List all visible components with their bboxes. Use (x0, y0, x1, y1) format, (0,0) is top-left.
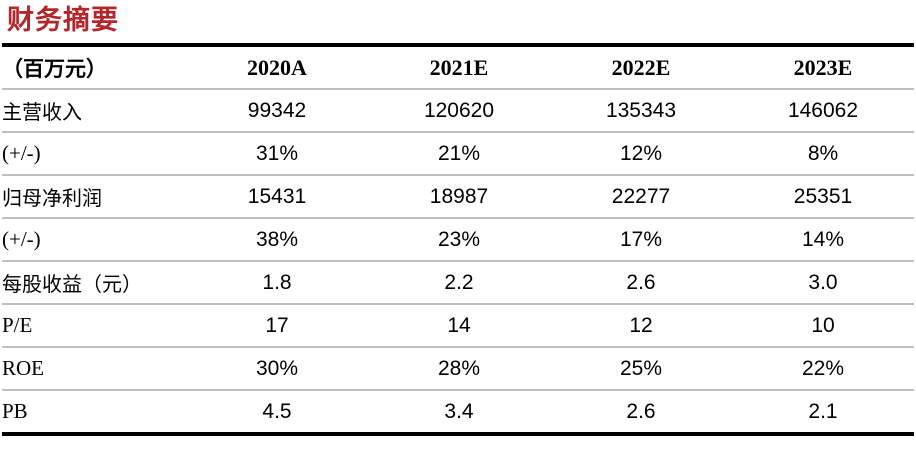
value-cell: 18987 (368, 175, 550, 219)
value-cell: 38% (186, 218, 368, 262)
value-cell: 146062 (732, 89, 914, 133)
row-label: ROE (2, 347, 186, 391)
value-cell: 3.0 (732, 261, 914, 305)
row-label: 主营收入 (2, 89, 186, 133)
column-header-2020a: 2020A (186, 45, 368, 90)
value-cell: 2.1 (808, 399, 838, 423)
row-label: 每股收益（元） (2, 261, 186, 305)
value-cell: 28% (368, 347, 550, 391)
value-cell: 30% (186, 347, 368, 391)
value-cell: 25351 (732, 175, 914, 219)
value-cell: 17% (550, 218, 732, 262)
table-row-pb: PB 4.5 3.4 2.6 2.1 (2, 390, 914, 434)
row-label: (+/-) (2, 218, 186, 262)
value-cell: 2.2 (368, 261, 550, 305)
value-cell: 1.8 (186, 261, 368, 305)
value-cell: 15431 (186, 175, 368, 219)
value-cell: 23% (368, 218, 550, 262)
value-cell: 8% (732, 132, 914, 176)
row-label: PB (2, 399, 28, 423)
table-row-net-profit: 归母净利润 15431 18987 22277 25351 (2, 175, 914, 219)
value-cell: 31% (186, 132, 368, 176)
row-label: 归母净利润 (2, 175, 186, 219)
value-cell: 120620 (368, 89, 550, 133)
row-label: P/E (2, 304, 186, 348)
financial-summary-table: （百万元） 2020A 2021E 2022E 2023E 主营收入 99342… (2, 43, 914, 436)
value-cell: 12 (550, 304, 732, 348)
column-header-2021e: 2021E (368, 45, 550, 90)
unit-header-cell: （百万元） (2, 45, 186, 90)
value-cell: 22% (732, 347, 914, 391)
value-cell: 14 (368, 304, 550, 348)
value-cell: 14% (732, 218, 914, 262)
table-row-revenue: 主营收入 99342 120620 135343 146062 (2, 89, 914, 133)
value-cell: 2.6 (550, 261, 732, 305)
table-row-net-profit-growth: (+/-) 38% 23% 17% 14% (2, 218, 914, 262)
section-title: 财务摘要 (7, 5, 119, 35)
value-cell: 22277 (550, 175, 732, 219)
value-cell: 25% (550, 347, 732, 391)
table-row-roe: ROE 30% 28% 25% 22% (2, 347, 914, 391)
value-cell: 10 (732, 304, 914, 348)
column-header-2022e: 2022E (550, 45, 732, 90)
value-cell: 3.4 (444, 399, 474, 423)
value-cell: 17 (186, 304, 368, 348)
value-cell: 12% (550, 132, 732, 176)
value-cell: 2.6 (626, 399, 656, 423)
column-header-2023e: 2023E (732, 45, 914, 90)
value-cell: 4.5 (262, 399, 292, 423)
table-row-revenue-growth: (+/-) 31% 21% 12% 8% (2, 132, 914, 176)
table-header-row: （百万元） 2020A 2021E 2022E 2023E (2, 45, 914, 90)
row-label: (+/-) (2, 132, 186, 176)
table-row-pe: P/E 17 14 12 10 (2, 304, 914, 348)
value-cell: 99342 (186, 89, 368, 133)
value-cell: 135343 (550, 89, 732, 133)
value-cell: 21% (368, 132, 550, 176)
table-row-eps: 每股收益（元） 1.8 2.2 2.6 3.0 (2, 261, 914, 305)
